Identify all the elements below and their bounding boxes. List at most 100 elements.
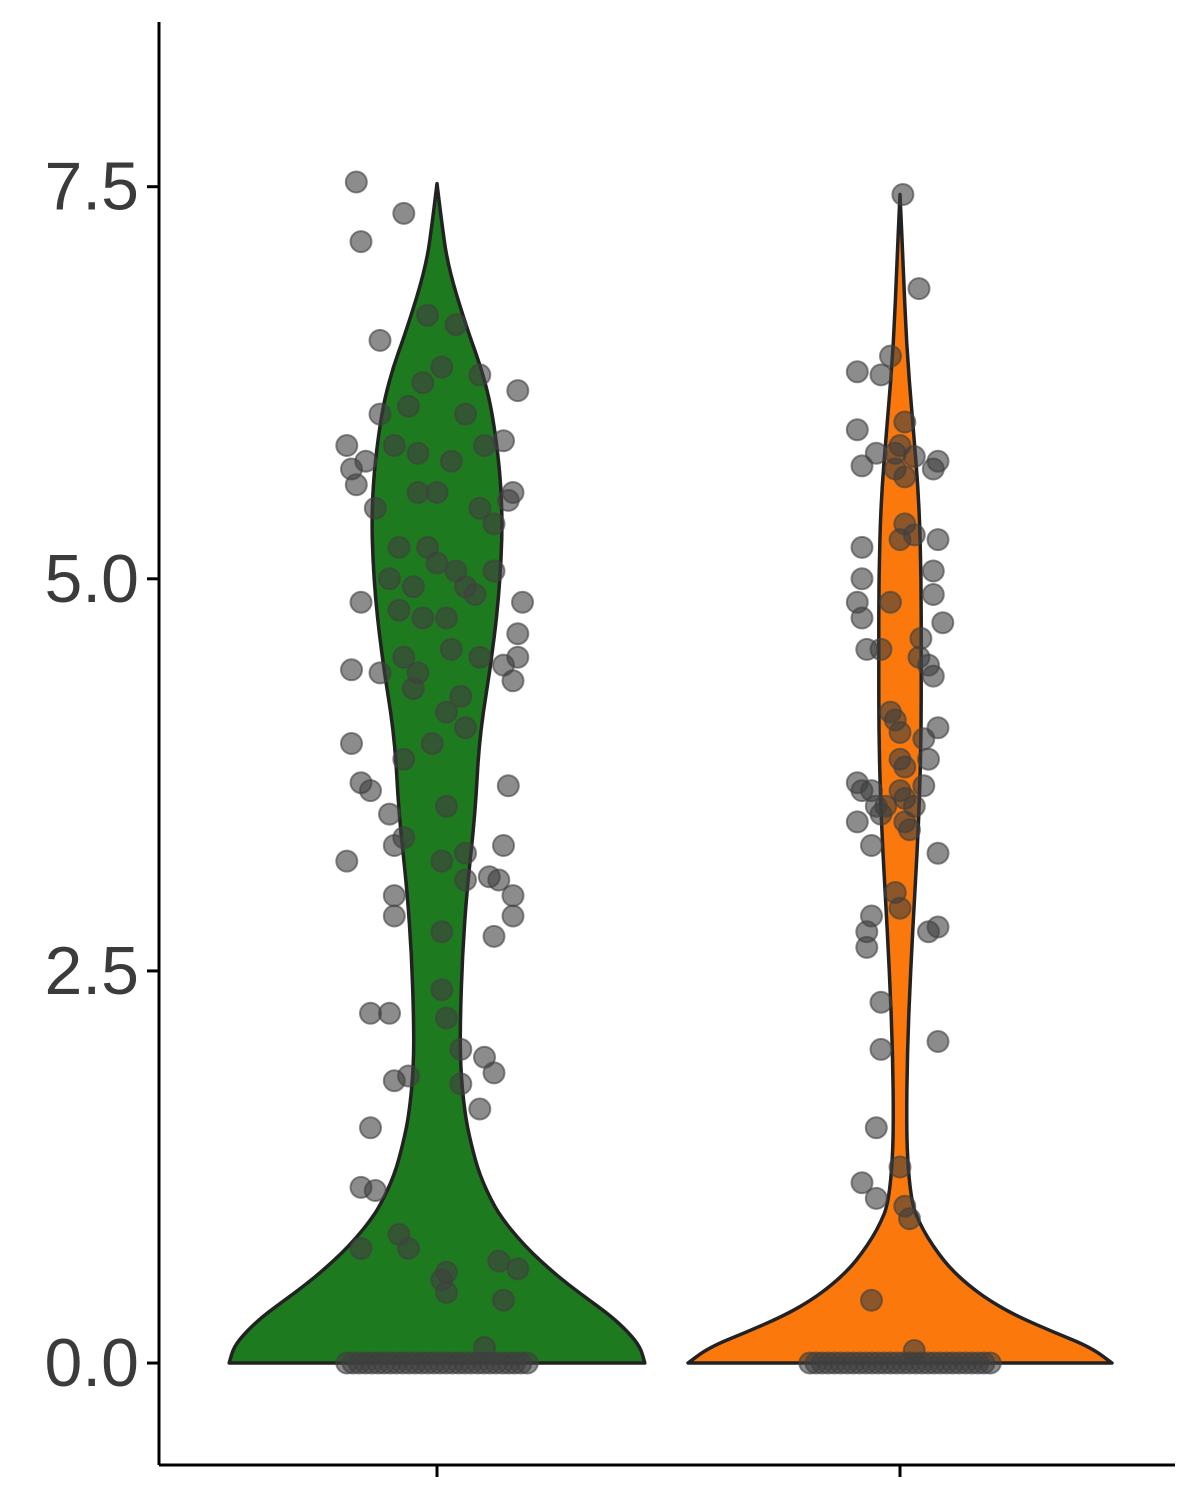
data-point [860,834,883,857]
data-point [907,645,931,669]
data-point [392,645,416,669]
y-ticks-layer: 0.0 2.5 5.0 7.5 [44,149,159,1401]
data-point [340,732,363,755]
data-point [492,429,515,453]
data-point [506,379,530,403]
data-point [368,328,392,352]
data-point [891,183,915,206]
data-point [921,559,945,583]
data-point [501,669,525,693]
data-point [449,1072,473,1096]
data-point [482,1061,506,1085]
data-point [888,896,912,920]
data-point [378,1001,401,1025]
data-point [454,716,477,740]
data-point [909,626,933,650]
data-point [926,528,950,552]
data-point [411,371,435,395]
data-point [359,1116,382,1140]
data-point [468,1097,492,1121]
data-point [482,512,506,536]
violin-2 [686,192,1114,1365]
data-point [401,575,425,599]
data-point [411,606,435,630]
data-point [888,721,912,744]
violin-1 [227,181,647,1365]
data-point [397,394,420,418]
data-point [893,465,917,489]
data-point [893,755,917,779]
data-point [420,732,444,755]
data-point [845,810,869,834]
data-point [349,590,373,614]
data-point [344,473,368,497]
data-point [487,1249,511,1273]
data-point [435,606,458,630]
data-point [473,1335,496,1359]
data-point [506,622,530,646]
data-point [378,567,401,591]
data-point [845,418,869,442]
data-point [397,1237,420,1260]
y-tick-label: 2.5 [44,933,139,1009]
data-point [463,583,487,606]
data-point [359,1001,382,1025]
data-point [869,1037,893,1061]
data-point [430,978,454,1002]
data-point [387,535,411,559]
data-point [902,1339,926,1362]
data-point [392,747,416,771]
data-point [860,1288,883,1312]
data-point [926,915,950,939]
data-point [888,1155,912,1179]
data-point [454,868,477,892]
data-point [359,779,382,803]
data-point [902,523,926,547]
data-point [869,990,893,1014]
data-point [850,454,874,478]
x-ticks-layer [435,1465,902,1477]
data-point [850,606,874,630]
data-point [444,313,468,337]
data-point [382,834,406,857]
data-point [363,1179,387,1202]
data-point [850,535,874,559]
data-point [435,794,458,818]
data-point [425,481,449,504]
data-point [501,904,525,928]
data-point [921,457,945,481]
data-point [511,590,534,614]
y-tick-label: 7.5 [44,149,139,225]
data-point [879,590,902,614]
data-point [454,841,477,865]
data-point [468,645,492,669]
data-point [855,935,879,959]
data-point [340,658,363,682]
data-point [898,1207,921,1231]
data-point [449,684,473,708]
data-point [506,1257,530,1281]
data-point [406,481,430,504]
data-point [850,567,874,591]
data-point [382,1069,406,1093]
data-point [430,355,454,379]
data-point [978,1351,1002,1375]
data-point [921,583,945,606]
data-point [468,363,492,387]
y-tick-label: 0.0 [44,1325,139,1401]
data-point [907,277,931,301]
data-point [335,849,359,873]
data-point [879,344,902,368]
data-point [492,834,515,857]
axes-layer [157,22,1175,1467]
data-point [473,434,496,457]
y-tick-label: 5.0 [44,541,139,617]
data-point [430,849,454,873]
data-point [368,402,392,426]
data-point [926,716,950,740]
data-point [406,441,430,465]
data-point [864,1186,888,1210]
data-point [893,410,917,434]
data-point [845,360,869,384]
